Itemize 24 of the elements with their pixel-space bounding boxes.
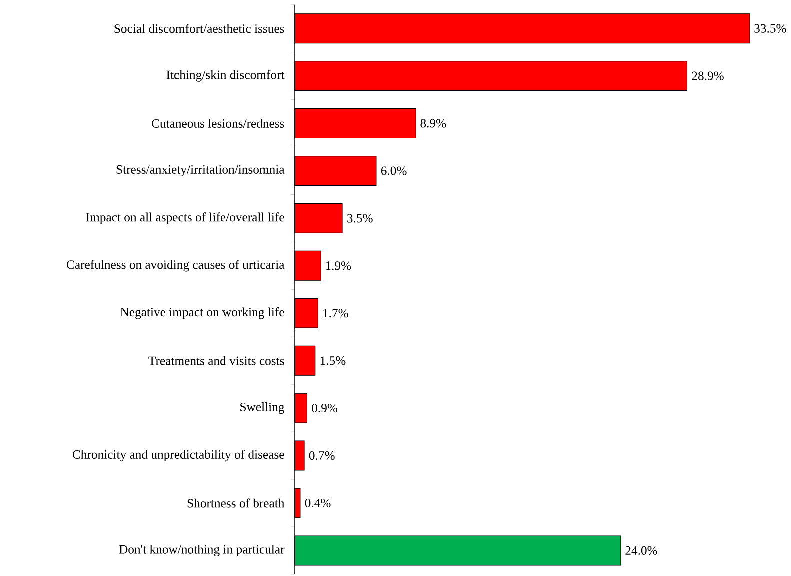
data-label: 8.9% bbox=[420, 119, 446, 128]
y-tick-label: Chronicity and unpredictability of disease bbox=[72, 450, 284, 462]
y-tick-label: Don't know/nothing in particular bbox=[119, 544, 285, 556]
y-tick-label: Carefulness on avoiding causes of urticaria bbox=[67, 260, 285, 272]
data-label: 3.5% bbox=[348, 214, 373, 223]
data-label: 28.9% bbox=[692, 72, 724, 80]
y-tick-label: Swelling bbox=[240, 402, 285, 414]
data-label: 6.0% bbox=[381, 166, 407, 176]
y-tick-label: Shortness of breath bbox=[188, 498, 285, 508]
data-label: 0.4% bbox=[305, 498, 331, 508]
data-label: 1.7% bbox=[324, 308, 348, 318]
data-label: 1.9% bbox=[326, 261, 352, 270]
y-tick-label: Impact on all aspects of life/overall life bbox=[86, 212, 284, 224]
y-tick-label: Social discomfort/aesthetic issues bbox=[114, 24, 284, 33]
y-tick-label: Negative impact on working life bbox=[120, 307, 284, 320]
y-tick-label: Stress/anxiety/irritation/insomnia bbox=[116, 165, 285, 176]
data-label: 0.9% bbox=[312, 404, 338, 412]
y-tick-label: Itching/skin discomfort bbox=[166, 70, 285, 82]
y-tick-label: Treatments and visits costs bbox=[148, 356, 284, 366]
data-label: 0.7% bbox=[309, 451, 335, 460]
data-label: 33.5% bbox=[754, 24, 786, 33]
data-label: 1.5% bbox=[320, 356, 346, 365]
data-label: 24.0% bbox=[626, 546, 658, 555]
y-tick-label: Cutaneous lesions/redness bbox=[152, 118, 284, 128]
